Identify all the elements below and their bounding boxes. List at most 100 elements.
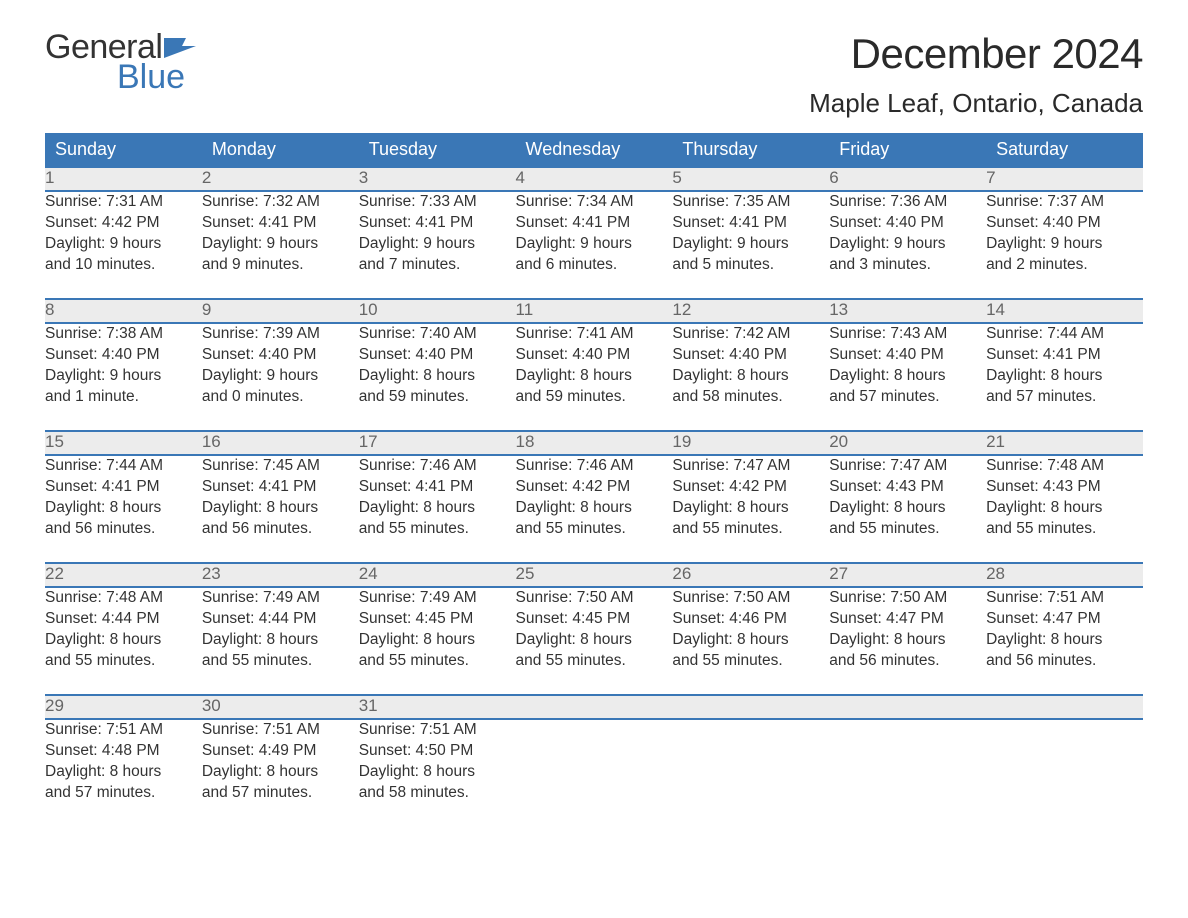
day-daylight2: and 2 minutes. [986,255,1143,276]
day-data-cell: Sunrise: 7:35 AMSunset: 4:41 PMDaylight:… [672,191,829,299]
week-number-row: 22232425262728 [45,563,1143,587]
day-daylight2: and 55 minutes. [672,651,829,672]
day-daylight1: Daylight: 8 hours [45,630,202,651]
day-number-cell: 3 [359,167,516,191]
day-number-cell: 26 [672,563,829,587]
day-sunset: Sunset: 4:47 PM [986,609,1143,630]
day-sunset: Sunset: 4:41 PM [359,213,516,234]
day-sunset: Sunset: 4:47 PM [829,609,986,630]
header: General Blue December 2024 Maple Leaf, O… [45,30,1143,119]
day-daylight1: Daylight: 8 hours [45,498,202,519]
month-title: December 2024 [809,30,1143,78]
day-data-cell: Sunrise: 7:37 AMSunset: 4:40 PMDaylight:… [986,191,1143,299]
week-data-row: Sunrise: 7:44 AMSunset: 4:41 PMDaylight:… [45,455,1143,563]
day-data-cell: Sunrise: 7:34 AMSunset: 4:41 PMDaylight:… [516,191,673,299]
day-daylight1: Daylight: 8 hours [359,630,516,651]
day-sunset: Sunset: 4:42 PM [516,477,673,498]
day-daylight2: and 55 minutes. [359,519,516,540]
day-sunrise: Sunrise: 7:34 AM [516,192,673,213]
week-number-row: 293031 [45,695,1143,719]
day-daylight1: Daylight: 8 hours [359,498,516,519]
day-number-cell: 25 [516,563,673,587]
day-sunset: Sunset: 4:41 PM [672,213,829,234]
day-data-cell: Sunrise: 7:45 AMSunset: 4:41 PMDaylight:… [202,455,359,563]
day-data-cell [672,719,829,827]
day-daylight1: Daylight: 8 hours [202,498,359,519]
day-sunrise: Sunrise: 7:46 AM [359,456,516,477]
day-data-cell: Sunrise: 7:38 AMSunset: 4:40 PMDaylight:… [45,323,202,431]
day-sunrise: Sunrise: 7:46 AM [516,456,673,477]
day-sunset: Sunset: 4:50 PM [359,741,516,762]
day-daylight2: and 56 minutes. [45,519,202,540]
day-daylight2: and 9 minutes. [202,255,359,276]
day-daylight1: Daylight: 8 hours [672,630,829,651]
day-number-cell: 30 [202,695,359,719]
day-sunrise: Sunrise: 7:43 AM [829,324,986,345]
week-data-row: Sunrise: 7:51 AMSunset: 4:48 PMDaylight:… [45,719,1143,827]
day-daylight2: and 55 minutes. [516,651,673,672]
day-number-cell: 31 [359,695,516,719]
day-sunset: Sunset: 4:41 PM [986,345,1143,366]
day-daylight1: Daylight: 9 hours [202,366,359,387]
day-data-cell: Sunrise: 7:41 AMSunset: 4:40 PMDaylight:… [516,323,673,431]
day-sunset: Sunset: 4:41 PM [202,213,359,234]
day-number-cell [672,695,829,719]
day-sunset: Sunset: 4:41 PM [359,477,516,498]
day-data-cell: Sunrise: 7:42 AMSunset: 4:40 PMDaylight:… [672,323,829,431]
day-number-cell: 15 [45,431,202,455]
day-daylight1: Daylight: 8 hours [829,498,986,519]
day-sunrise: Sunrise: 7:47 AM [829,456,986,477]
day-sunrise: Sunrise: 7:38 AM [45,324,202,345]
day-daylight1: Daylight: 8 hours [986,498,1143,519]
week-number-row: 891011121314 [45,299,1143,323]
day-data-cell: Sunrise: 7:48 AMSunset: 4:43 PMDaylight:… [986,455,1143,563]
day-sunset: Sunset: 4:42 PM [672,477,829,498]
day-sunrise: Sunrise: 7:42 AM [672,324,829,345]
day-sunset: Sunset: 4:40 PM [672,345,829,366]
logo-word2: Blue [117,58,196,97]
day-daylight1: Daylight: 8 hours [516,498,673,519]
day-data-cell: Sunrise: 7:44 AMSunset: 4:41 PMDaylight:… [986,323,1143,431]
day-daylight2: and 1 minute. [45,387,202,408]
day-data-cell: Sunrise: 7:51 AMSunset: 4:47 PMDaylight:… [986,587,1143,695]
day-daylight1: Daylight: 8 hours [672,366,829,387]
week-data-row: Sunrise: 7:38 AMSunset: 4:40 PMDaylight:… [45,323,1143,431]
logo-flag-icon [164,30,196,50]
day-sunrise: Sunrise: 7:33 AM [359,192,516,213]
day-daylight2: and 57 minutes. [986,387,1143,408]
day-daylight2: and 57 minutes. [45,783,202,804]
day-number-cell: 17 [359,431,516,455]
logo: General Blue [45,30,196,97]
day-sunset: Sunset: 4:48 PM [45,741,202,762]
day-daylight2: and 57 minutes. [202,783,359,804]
day-sunset: Sunset: 4:43 PM [986,477,1143,498]
day-daylight1: Daylight: 9 hours [45,234,202,255]
day-number-cell [829,695,986,719]
day-data-cell: Sunrise: 7:46 AMSunset: 4:42 PMDaylight:… [516,455,673,563]
day-daylight1: Daylight: 8 hours [202,762,359,783]
week-number-row: 15161718192021 [45,431,1143,455]
day-data-cell: Sunrise: 7:51 AMSunset: 4:50 PMDaylight:… [359,719,516,827]
day-number-cell: 12 [672,299,829,323]
day-data-cell: Sunrise: 7:39 AMSunset: 4:40 PMDaylight:… [202,323,359,431]
day-sunrise: Sunrise: 7:51 AM [359,720,516,741]
day-sunset: Sunset: 4:41 PM [516,213,673,234]
week-data-row: Sunrise: 7:31 AMSunset: 4:42 PMDaylight:… [45,191,1143,299]
day-data-cell [986,719,1143,827]
day-data-cell: Sunrise: 7:32 AMSunset: 4:41 PMDaylight:… [202,191,359,299]
day-daylight1: Daylight: 8 hours [516,630,673,651]
day-data-cell: Sunrise: 7:50 AMSunset: 4:47 PMDaylight:… [829,587,986,695]
calendar-table: Sunday Monday Tuesday Wednesday Thursday… [45,133,1143,827]
day-sunrise: Sunrise: 7:44 AM [45,456,202,477]
day-sunrise: Sunrise: 7:40 AM [359,324,516,345]
day-daylight1: Daylight: 9 hours [202,234,359,255]
day-sunrise: Sunrise: 7:51 AM [202,720,359,741]
day-number-cell: 6 [829,167,986,191]
day-number-cell: 21 [986,431,1143,455]
day-sunrise: Sunrise: 7:48 AM [45,588,202,609]
day-sunrise: Sunrise: 7:32 AM [202,192,359,213]
weekday-sunday: Sunday [45,133,202,167]
day-daylight1: Daylight: 8 hours [202,630,359,651]
day-sunrise: Sunrise: 7:35 AM [672,192,829,213]
day-number-cell: 27 [829,563,986,587]
